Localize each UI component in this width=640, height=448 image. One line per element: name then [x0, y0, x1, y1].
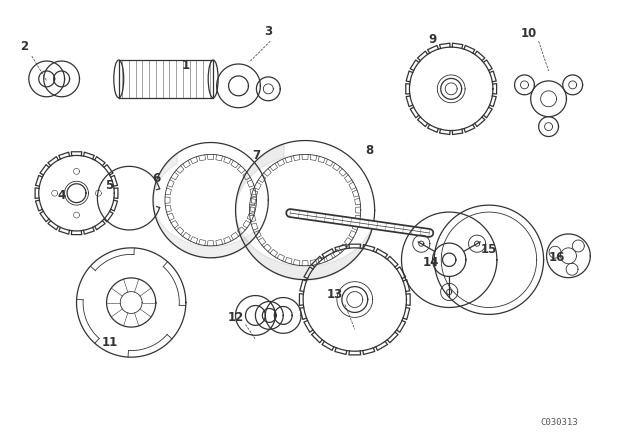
Text: 13: 13 [327, 288, 343, 301]
Text: C030313: C030313 [541, 418, 579, 427]
Text: 11: 11 [101, 336, 117, 349]
Text: 9: 9 [428, 33, 436, 46]
Text: 7: 7 [252, 149, 260, 162]
Text: 12: 12 [227, 311, 244, 324]
Text: 3: 3 [264, 25, 273, 38]
Text: 10: 10 [520, 27, 537, 40]
Text: 2: 2 [20, 39, 28, 52]
Text: 5: 5 [105, 179, 113, 192]
Text: 14: 14 [423, 256, 440, 269]
Text: 6: 6 [152, 172, 160, 185]
Text: 8: 8 [365, 144, 374, 157]
Text: 15: 15 [481, 243, 497, 256]
Text: 16: 16 [548, 251, 564, 264]
Text: 1: 1 [182, 60, 190, 73]
Text: 4: 4 [58, 189, 66, 202]
